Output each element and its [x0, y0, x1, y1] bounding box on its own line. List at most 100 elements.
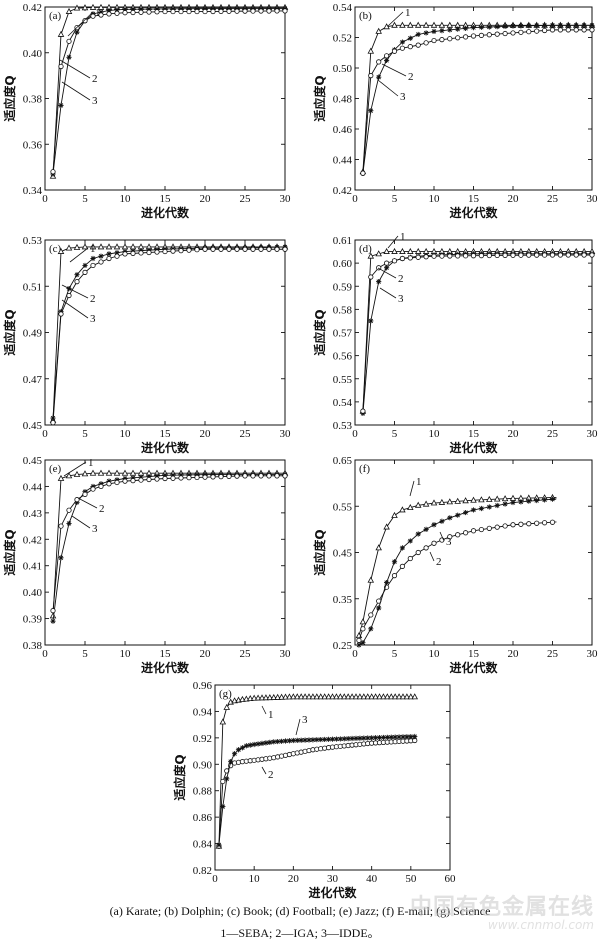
data-point-circle — [282, 8, 288, 14]
chart-panel: 0 10 20 30 40 50 60 0.82 0.84 0.86 0.88 0.90 0.92 0.9… — [172, 680, 456, 900]
annotation-label: 1 — [90, 243, 96, 255]
x-tick-label: 30 — [327, 873, 339, 885]
data-point-triangle — [219, 718, 227, 725]
data-point-circle — [368, 73, 374, 79]
data-point-triangle — [376, 693, 383, 700]
annotation-leader — [261, 766, 267, 775]
data-point-triangle — [250, 694, 258, 701]
data-point-circle — [573, 252, 579, 258]
data-point-star — [186, 472, 192, 478]
data-point-circle — [462, 34, 469, 40]
data-point-triangle — [65, 472, 73, 479]
series-line — [358, 498, 557, 646]
data-point-star — [130, 6, 136, 12]
series-line — [52, 7, 285, 177]
data-point-circle — [518, 29, 524, 35]
data-point-star — [82, 262, 88, 269]
data-point-circle — [194, 247, 200, 253]
data-point-triangle — [356, 693, 364, 700]
data-point-triangle — [399, 21, 406, 28]
data-point-circle — [486, 252, 492, 259]
series-line — [52, 8, 285, 175]
watermark: 中国有色金属在线 www.cnnmol.com — [410, 896, 594, 932]
data-point-star — [581, 22, 587, 28]
series-line — [358, 497, 557, 636]
x-tick-label: 0 — [42, 193, 48, 205]
data-point-star — [415, 531, 421, 537]
data-point-star — [565, 22, 571, 28]
data-point-star — [318, 736, 324, 743]
data-point-star — [333, 736, 340, 742]
data-point-triangle — [411, 693, 419, 700]
y-tick-label: 0.54 — [333, 2, 353, 14]
data-point-circle — [526, 29, 532, 35]
x-tick-label: 0 — [212, 873, 218, 885]
data-point-triangle — [317, 693, 325, 700]
data-point-circle — [431, 253, 437, 259]
data-point-circle — [356, 637, 362, 643]
x-tick-label: 10 — [120, 193, 132, 205]
data-point-circle — [399, 563, 405, 569]
data-point-circle — [186, 475, 192, 481]
data-point-star — [549, 496, 556, 502]
data-point-star — [251, 741, 257, 748]
data-point-star — [542, 497, 548, 503]
y-tick-label: 0.61 — [333, 235, 352, 247]
data-point-circle — [250, 8, 256, 14]
data-point-triangle — [65, 7, 73, 14]
data-point-circle — [258, 473, 264, 479]
y-axis-label: 适应度Q — [312, 75, 327, 121]
data-point-triangle — [129, 469, 137, 476]
series-1 — [215, 693, 419, 849]
y-tick-label: 0.57 — [333, 328, 353, 340]
data-point-star — [494, 502, 500, 509]
annotation-label: 1 — [88, 457, 94, 469]
data-point-star — [518, 23, 524, 29]
x-tick-label: 5 — [82, 648, 88, 660]
x-axis-label: 进化代数 — [449, 205, 498, 220]
series-line — [52, 475, 285, 611]
data-point-star — [341, 736, 347, 742]
series-line — [358, 521, 557, 641]
x-tick-label: 15 — [160, 648, 172, 660]
data-point-star — [376, 74, 382, 80]
data-point-circle — [82, 269, 88, 275]
data-point-star — [526, 498, 532, 504]
annotation-label: 3 — [302, 714, 308, 726]
data-point-triangle — [223, 703, 231, 710]
data-point-star — [114, 7, 120, 13]
plot-frame — [44, 459, 286, 646]
annotation-leader — [381, 63, 407, 77]
data-point-star — [255, 741, 261, 747]
data-point-circle — [494, 31, 500, 37]
data-point-star — [170, 472, 176, 478]
annotation-leader — [439, 531, 445, 542]
data-point-circle — [170, 475, 176, 481]
panel-label: (a) — [49, 10, 62, 22]
data-point-circle — [218, 246, 224, 252]
panel-label: (g) — [219, 688, 232, 700]
data-point-circle — [526, 252, 532, 258]
data-point-circle — [518, 252, 524, 258]
y-tick-label: 0.43 — [23, 508, 43, 520]
y-tick-label: 0.45 — [333, 548, 353, 560]
data-point-triangle — [113, 469, 121, 476]
data-point-triangle — [348, 693, 356, 700]
data-point-star — [404, 734, 410, 740]
data-point-circle — [494, 524, 500, 530]
data-point-circle — [274, 8, 280, 14]
data-point-triangle — [493, 495, 501, 502]
data-point-triangle — [430, 499, 438, 506]
data-point-circle — [360, 408, 366, 414]
annotation-leader — [429, 551, 435, 562]
data-point-star — [210, 6, 216, 12]
data-point-triangle — [254, 694, 262, 701]
data-point-circle — [407, 555, 413, 562]
y-axis-label: 适应度Q — [2, 529, 17, 575]
data-point-circle — [549, 252, 556, 258]
data-point-star — [90, 483, 96, 490]
plot-frame — [44, 6, 286, 191]
x-tick-label: 30 — [280, 193, 292, 205]
series-line — [52, 248, 285, 423]
x-axis-label: 进化代数 — [449, 440, 498, 455]
